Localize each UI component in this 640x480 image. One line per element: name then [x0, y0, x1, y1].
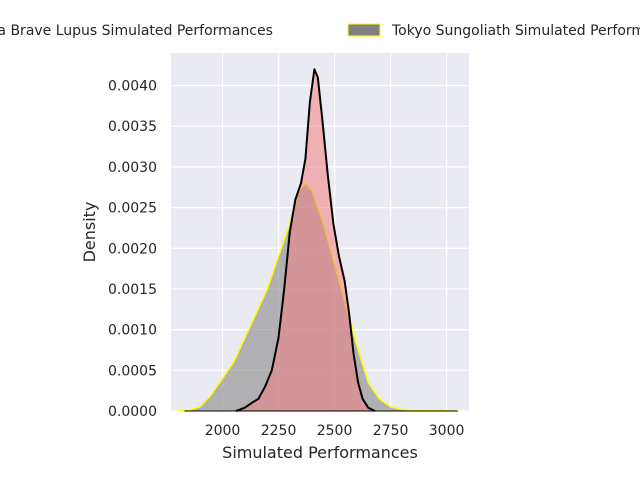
x-tick-label: 2750 [373, 423, 409, 439]
density-line-0 [235, 68, 376, 412]
y-axis-ticks: 0.0000 0.0005 0.0010 0.0015 0.0020 0.0025 0.00… [108, 79, 157, 420]
density-area-0 [236, 69, 375, 412]
legend-label-0: Chiba Brave Lupus Simulated Performances [0, 23, 273, 39]
y-tick-label: 0.0005 [108, 363, 157, 379]
y-axis-label: Density [80, 202, 99, 263]
y-tick-label: 0.0015 [108, 282, 157, 298]
y-tick-label: 0.0010 [108, 323, 157, 339]
x-tick-label: 2000 [205, 423, 241, 439]
legend-swatch-1 [347, 23, 381, 37]
x-tick-label: 3000 [429, 423, 465, 439]
y-tick-label: 0.0020 [108, 241, 157, 257]
y-tick-label: 0.0025 [108, 201, 157, 217]
x-tick-label: 2500 [317, 423, 353, 439]
x-axis-label: Simulated Performances [222, 443, 418, 462]
legend: Chiba Brave Lupus Simulated Performances… [0, 23, 640, 39]
x-axis-ticks: 2000 2250 2500 2750 3000 [205, 423, 465, 439]
y-tick-label: 0.0030 [108, 160, 157, 176]
legend-label-1: Tokyo Sungoliath Simulated Performances [391, 23, 640, 39]
y-tick-label: 0.0040 [108, 79, 157, 95]
series-layer [177, 68, 458, 412]
y-tick-label: 0.0000 [108, 404, 157, 420]
y-tick-label: 0.0035 [108, 119, 157, 135]
x-tick-label: 2250 [261, 423, 297, 439]
